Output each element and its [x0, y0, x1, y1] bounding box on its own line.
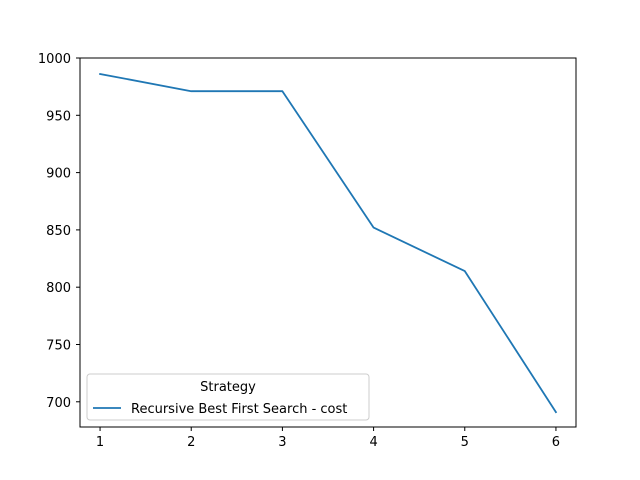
legend: Strategy Recursive Best First Search - c…	[86, 373, 370, 421]
x-tick-label: 6	[552, 435, 560, 450]
x-tick-label: 1	[96, 435, 104, 450]
y-tick-label: 850	[46, 224, 71, 239]
legend-entry-label: Recursive Best First Search - cost	[131, 402, 347, 417]
y-tick-label: 750	[46, 338, 71, 353]
legend-box	[86, 373, 370, 421]
series-layer	[99, 72, 558, 414]
plot-area	[80, 58, 576, 427]
y-tick-label: 900	[46, 167, 71, 182]
legend-title: Strategy	[200, 380, 256, 395]
x-tick-label: 2	[187, 435, 195, 450]
x-tick-label: 3	[278, 435, 286, 450]
x-tick-label: 5	[461, 435, 469, 450]
y-tick-label: 1000	[38, 52, 71, 67]
series-line	[99, 72, 558, 414]
axes-layer: 1 2 3 4 5 6 700 750 800 850 900 950 1000	[38, 52, 560, 450]
x-tick-label: 4	[369, 435, 377, 450]
y-tick-label: 800	[46, 281, 71, 296]
y-tick-label: 700	[46, 396, 71, 411]
plot-frame	[79, 57, 577, 428]
y-tick-label: 950	[46, 109, 71, 124]
